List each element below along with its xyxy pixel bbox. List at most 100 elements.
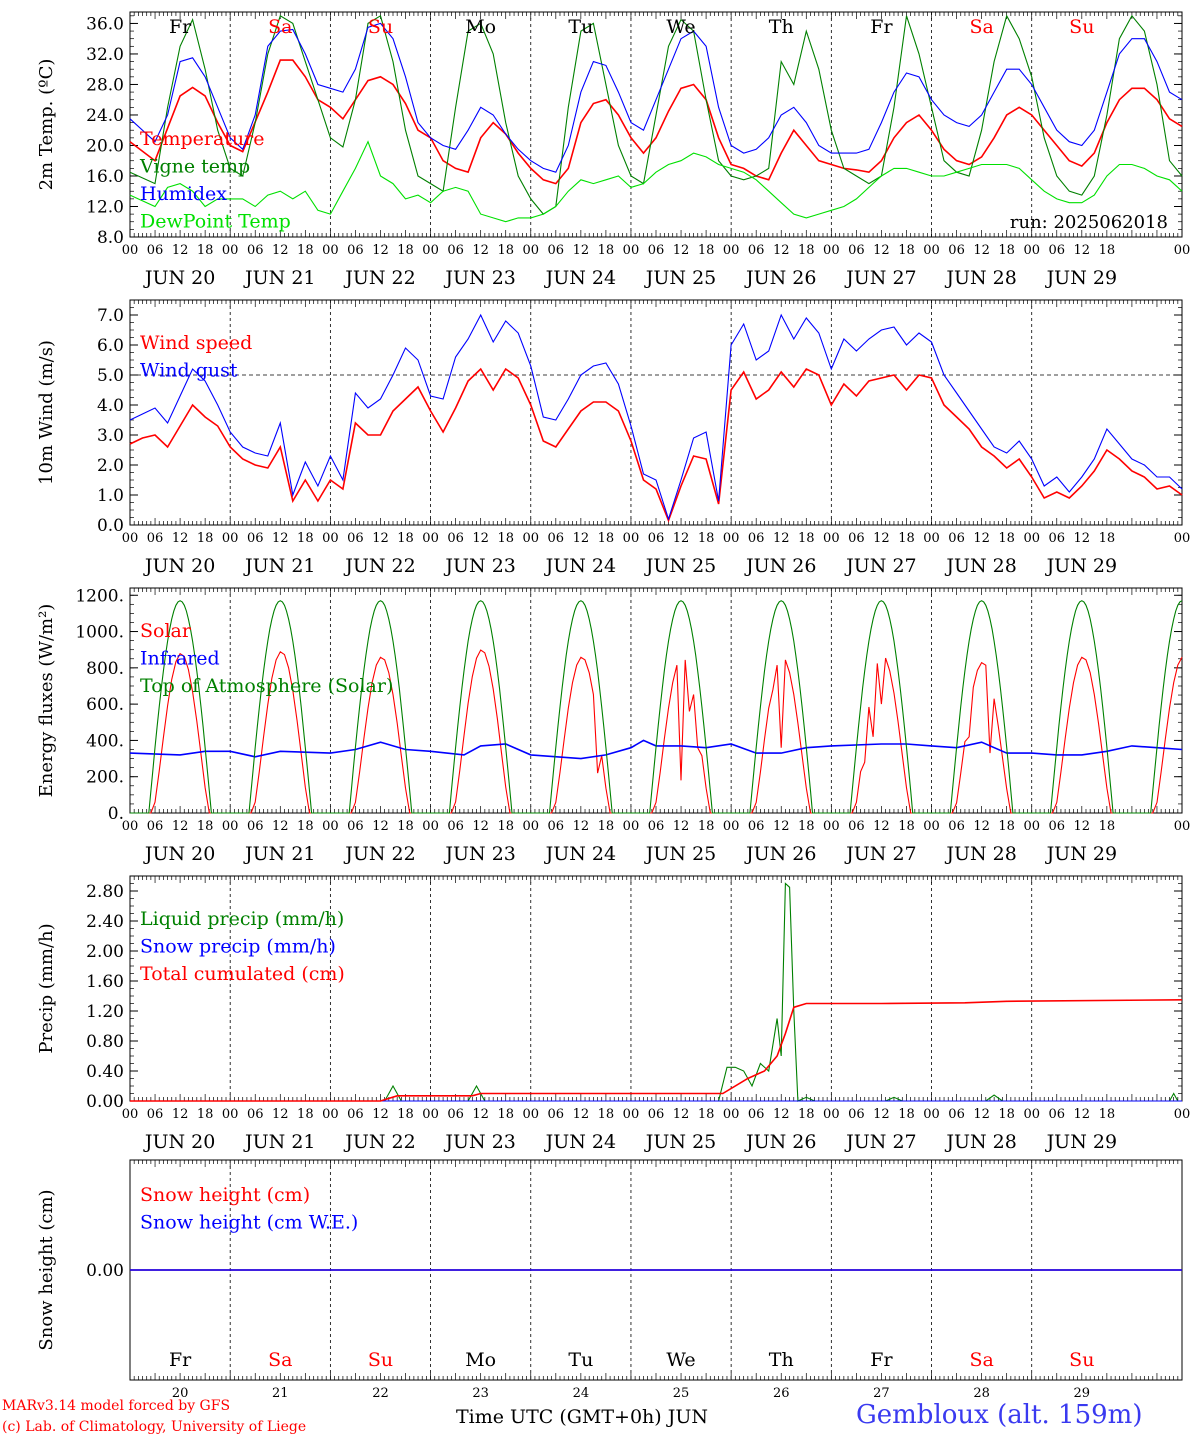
x-hour-label: 12	[973, 243, 990, 258]
x-hour-label: 12	[773, 1107, 790, 1122]
x-hour-label: 06	[648, 531, 665, 546]
x-hour-label: 12	[172, 531, 189, 546]
x-hour-label: 00	[1023, 531, 1040, 546]
x-hour-label: 06	[948, 243, 965, 258]
x-hour-label: 18	[798, 531, 815, 546]
x-hour-label: 00	[1023, 243, 1040, 258]
x-hour-label: 18	[197, 531, 214, 546]
y-axis-label: Precip (mm/h)	[36, 923, 57, 1053]
panel-wind: 7.0 6.0 5.0 4.0 3.0 2.0 1.0 0.0 10m Wind (m/s) 00…	[36, 299, 1190, 577]
x-hour-label: 12	[573, 1107, 590, 1122]
x-hour-label: 18	[998, 819, 1015, 834]
x-hour-label: 18	[698, 1107, 715, 1122]
x-hour-label: 12	[673, 819, 690, 834]
legend-entry: Temperature	[140, 128, 264, 150]
y-tick-label: 36.0	[86, 14, 124, 34]
series-line-top-of-atmosphere-solar-	[130, 600, 1183, 814]
x-hour-label: 00	[1174, 243, 1191, 258]
x-date-label: JUN 25	[644, 1131, 716, 1153]
day-number-label: 23	[472, 1386, 489, 1401]
x-hour-label: 12	[873, 243, 890, 258]
legend-entry: Vigne temp	[139, 156, 250, 178]
x-hour-label: 06	[548, 1107, 565, 1122]
legend-entry: Snow precip (mm/h)	[140, 936, 336, 958]
y-tick-label: 0.80	[86, 1032, 124, 1052]
x-hour-label: 00	[623, 531, 640, 546]
x-hour-label: 00	[322, 243, 339, 258]
series-line-vigne-temp	[129, 14, 1183, 215]
x-hour-label: 06	[447, 531, 464, 546]
x-date-label: JUN 24	[544, 1131, 616, 1153]
x-hour-label: 12	[272, 243, 289, 258]
x-hour-label: 00	[222, 819, 239, 834]
x-date-label: JUN 20	[143, 1131, 215, 1153]
y-tick-label: 800.	[86, 659, 124, 679]
x-hour-label: 18	[297, 819, 314, 834]
x-date-label: JUN 25	[644, 267, 716, 289]
x-date-label: JUN 22	[343, 555, 415, 577]
model-credit: MARv3.14 model forced by GFS	[2, 1398, 231, 1414]
x-hour-label: 06	[247, 819, 264, 834]
x-date-label: JUN 29	[1045, 555, 1117, 577]
x-date-label: JUN 23	[443, 555, 515, 577]
x-hour-label: 00	[823, 531, 840, 546]
x-hour-label: 00	[422, 531, 439, 546]
day-number-label: 24	[573, 1386, 590, 1401]
x-hour-label: 00	[322, 531, 339, 546]
x-hour-label: 12	[1074, 1107, 1091, 1122]
x-hour-label: 00	[923, 1107, 940, 1122]
y-tick-label: 0.00	[86, 1261, 124, 1281]
x-hour-label: 00	[122, 819, 139, 834]
weekday-label-top: Tu	[568, 16, 593, 38]
y-tick-label: 32.0	[86, 45, 124, 65]
x-hour-label: 18	[598, 531, 615, 546]
x-hour-label: 12	[773, 819, 790, 834]
x-hour-label: 00	[222, 243, 239, 258]
y-tick-label: 2.80	[86, 882, 124, 902]
series-line-temperature	[129, 59, 1183, 185]
x-hour-label: 12	[673, 531, 690, 546]
weekday-label-top: Fr	[169, 16, 192, 38]
x-hour-label: 00	[522, 531, 539, 546]
series-line-liquid-precip-mm-h-	[130, 882, 1182, 1102]
x-hour-label: 12	[1074, 819, 1091, 834]
x-hour-label: 06	[848, 243, 865, 258]
weekday-label-bottom: Tu	[568, 1349, 593, 1371]
x-hour-label: 18	[497, 531, 514, 546]
weekday-label-top: Su	[368, 16, 393, 38]
x-date-label: JUN 21	[243, 267, 315, 289]
y-axis-label: 10m Wind (m/s)	[36, 340, 57, 485]
x-date-label: JUN 26	[744, 267, 816, 289]
x-hour-label: 06	[948, 819, 965, 834]
x-hour-label: 12	[773, 243, 790, 258]
x-hour-label: 18	[497, 243, 514, 258]
x-hour-label: 18	[598, 1107, 615, 1122]
weekday-label-bottom: Su	[368, 1349, 393, 1371]
x-hour-label: 06	[648, 1107, 665, 1122]
legend-entry: Humidex	[140, 183, 227, 205]
x-hour-label: 06	[548, 819, 565, 834]
day-number-label: 29	[1074, 1386, 1091, 1401]
x-hour-label: 18	[998, 243, 1015, 258]
weekday-label-top: Mo	[465, 16, 496, 38]
x-hour-label: 00	[322, 1107, 339, 1122]
x-hour-label: 18	[898, 1107, 915, 1122]
x-date-label: JUN 29	[1045, 843, 1117, 865]
x-hour-label: 06	[447, 1107, 464, 1122]
x-hour-label: 12	[472, 243, 489, 258]
x-date-label: JUN 26	[744, 843, 816, 865]
x-hour-label: 18	[497, 819, 514, 834]
x-hour-label: 12	[773, 531, 790, 546]
station-name: Gembloux (alt. 159m)	[856, 1400, 1143, 1430]
x-date-label: JUN 25	[644, 843, 716, 865]
x-hour-label: 06	[848, 819, 865, 834]
plot-frame	[129, 11, 1183, 238]
y-tick-label: 400.	[86, 731, 124, 751]
day-number-label: 28	[973, 1386, 990, 1401]
x-hour-label: 00	[623, 243, 640, 258]
weekday-label-top: Sa	[268, 16, 292, 38]
y-tick-label: 1.0	[97, 486, 124, 506]
weekday-label-bottom: Fr	[169, 1349, 192, 1371]
